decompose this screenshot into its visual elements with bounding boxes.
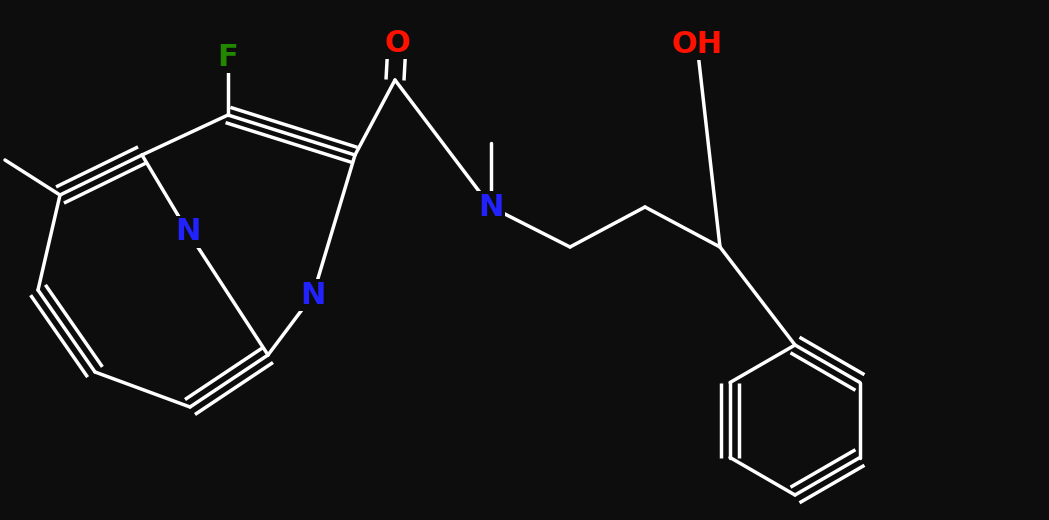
Text: N: N <box>478 192 504 222</box>
Text: O: O <box>384 29 410 58</box>
Text: N: N <box>175 217 200 246</box>
Text: F: F <box>217 43 238 72</box>
Text: N: N <box>300 280 325 309</box>
Text: OH: OH <box>671 30 723 59</box>
